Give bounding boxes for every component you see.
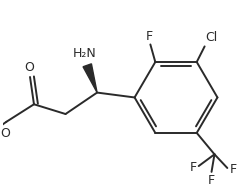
Polygon shape	[83, 64, 97, 93]
Text: F: F	[190, 161, 197, 174]
Text: F: F	[229, 163, 236, 176]
Text: H₂N: H₂N	[72, 47, 96, 60]
Text: F: F	[208, 174, 215, 187]
Text: Cl: Cl	[206, 31, 218, 44]
Text: O: O	[24, 61, 34, 74]
Text: F: F	[146, 29, 153, 43]
Text: O: O	[0, 127, 10, 140]
